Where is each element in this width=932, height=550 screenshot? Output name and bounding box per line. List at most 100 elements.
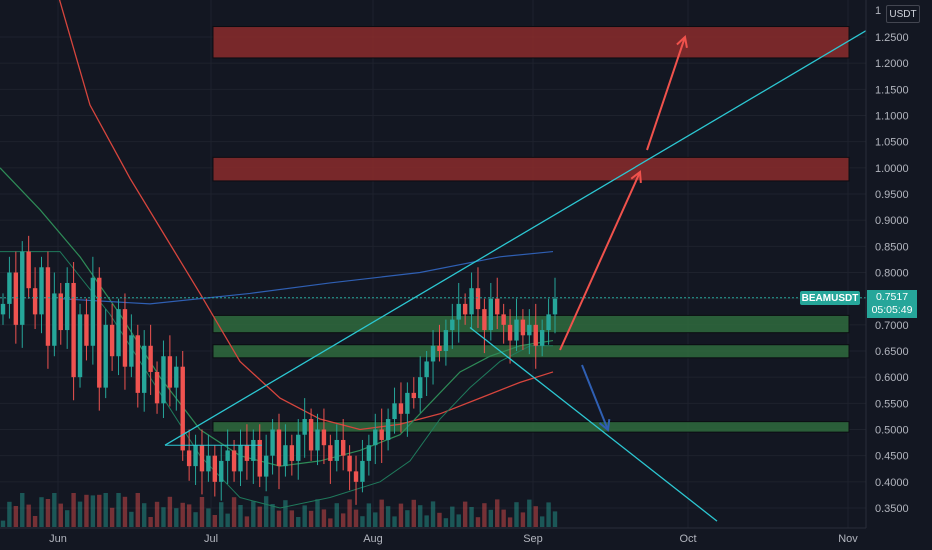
volume-bar — [418, 505, 423, 527]
candle-body — [13, 272, 19, 325]
candle-body — [520, 319, 526, 336]
last-price: 0.7517 — [875, 291, 909, 303]
candle-body — [353, 471, 359, 482]
volume-bar — [251, 501, 256, 527]
candle-body — [501, 314, 506, 325]
candle-body — [71, 282, 76, 378]
drawings — [0, 30, 867, 522]
candle-body — [539, 330, 545, 346]
resistance-zone — [212, 156, 850, 182]
arrow-to-1.25 — [646, 36, 686, 151]
time-axis[interactable]: Jun Jul Aug Sep Oct Nov — [0, 527, 866, 545]
volume-bar — [174, 508, 179, 527]
volume-bar — [450, 506, 455, 527]
volume-bar — [109, 507, 115, 527]
volume-bar — [257, 506, 262, 527]
volume-bar — [475, 517, 481, 527]
candle-body — [527, 324, 532, 336]
y-tick-label: 1.2000 — [875, 58, 909, 70]
candle-body — [7, 272, 12, 304]
y-tick-label: 0.4500 — [875, 451, 909, 463]
y-tick-label: 0.3500 — [875, 503, 909, 515]
arrow-down-to-0.50-head — [598, 418, 611, 432]
candles — [0, 235, 558, 505]
currency-badge[interactable]: USDT — [886, 5, 920, 23]
volume-bar — [148, 517, 153, 527]
candle-body — [251, 439, 256, 461]
y-tick-label: 0.9000 — [875, 215, 909, 227]
volume-bar — [539, 516, 545, 527]
candle-body — [424, 361, 429, 378]
volume-bar — [308, 510, 314, 527]
candle-body — [231, 450, 237, 472]
volume-bar — [77, 501, 83, 527]
y-tick-label: 1.1500 — [875, 84, 909, 96]
volume-bar — [238, 505, 243, 527]
volume-bar — [533, 506, 538, 527]
candle-body — [90, 277, 96, 346]
candle-body — [257, 439, 262, 477]
volume-bar — [328, 518, 333, 527]
candle-body — [411, 392, 416, 399]
volume-bar — [514, 502, 519, 527]
volume-bar — [52, 493, 57, 527]
volume-bar — [97, 494, 102, 527]
candle-body — [193, 445, 198, 467]
x-tick-label: Oct — [679, 533, 696, 545]
volume-bar — [443, 518, 449, 527]
candle-body — [276, 429, 282, 467]
candle-body — [379, 429, 384, 440]
moving-average-slow — [58, 0, 554, 431]
candle-body — [58, 293, 63, 331]
y-tick-label: 1.1000 — [875, 111, 909, 123]
volume-bar — [385, 506, 391, 527]
candle-body — [167, 356, 173, 388]
candle-body — [116, 309, 121, 357]
candle-body — [302, 419, 307, 435]
rising-trendline — [164, 30, 867, 446]
y-tick-label: 0.8500 — [875, 241, 909, 253]
volume-bar — [398, 503, 404, 527]
price-axis[interactable]: 1.2500 1.2000 1.1500 1.1000 1.0500 1.0000 0.95… — [865, 0, 909, 528]
y-tick-label: 1.0500 — [875, 137, 909, 149]
volume-bar — [437, 512, 442, 527]
volume-bar — [71, 493, 76, 527]
volume-bar — [64, 510, 70, 527]
y-tick-label: 0.7000 — [875, 320, 909, 332]
candle-body — [84, 314, 89, 346]
volume-bar — [302, 505, 307, 527]
candle-body — [398, 403, 404, 414]
arrow-to-1.00-head — [630, 170, 642, 184]
candle-body — [109, 324, 115, 357]
volume-bar — [501, 509, 506, 527]
falling-trendline — [469, 326, 718, 522]
volume-bar — [45, 499, 51, 527]
candle-body — [142, 345, 147, 393]
candle-body — [283, 445, 288, 467]
volume-bar — [482, 503, 487, 527]
candle-body — [418, 377, 423, 399]
volume-bar — [366, 503, 372, 527]
candle-body — [0, 303, 6, 315]
candle-body — [469, 288, 474, 315]
candle-body — [443, 330, 449, 351]
volume-bar — [58, 503, 63, 527]
volume-bar — [244, 516, 250, 527]
support-zone — [212, 421, 850, 433]
volume-bar — [193, 512, 198, 527]
x-tick-label: Nov — [838, 533, 858, 545]
candle-body — [552, 298, 558, 315]
volume-bar — [0, 520, 6, 527]
volume-bar — [231, 497, 237, 527]
volume-bar — [39, 497, 44, 527]
candle-body — [161, 356, 166, 404]
volume-bar — [340, 513, 346, 527]
volume-bar — [135, 493, 140, 527]
volume-bar — [546, 502, 551, 527]
volume-bar — [527, 499, 532, 527]
arrow-down-to-0.50 — [581, 364, 609, 431]
volume-bar — [347, 499, 352, 527]
y-tick-label: 0.6500 — [875, 346, 909, 358]
candle-body — [135, 335, 140, 393]
